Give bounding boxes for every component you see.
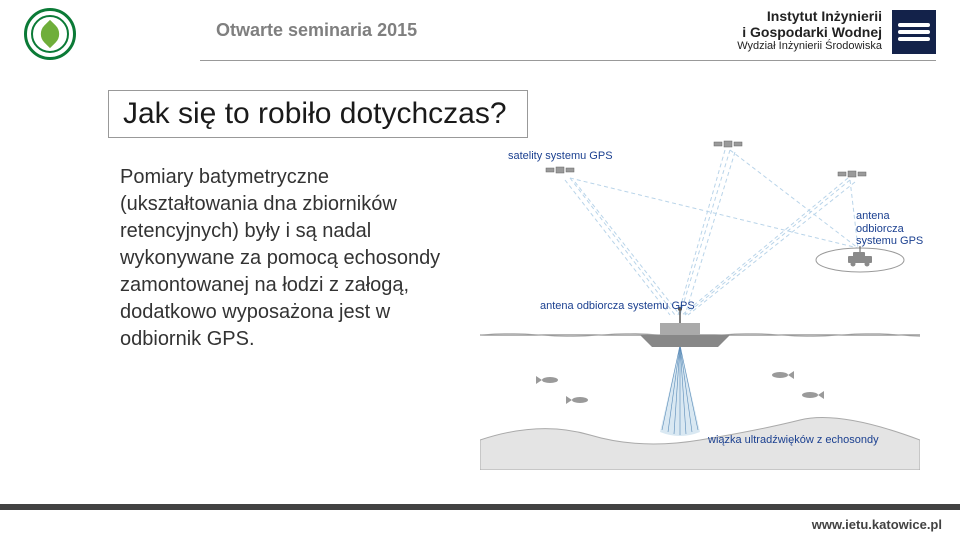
label-antenna-land: antena odbiorcza systemu GPS <box>856 210 926 248</box>
logo-leaf-icon <box>24 8 76 60</box>
footer-url: www.ietu.katowice.pl <box>812 517 942 532</box>
institute-line3: Wydział Inżynierii Środowiska <box>737 40 882 52</box>
institute-line2: i Gospodarki Wodnej <box>737 24 882 40</box>
label-antenna-boat: antena odbiorcza systemu GPS <box>540 300 695 313</box>
institute-line1: Instytut Inżynierii <box>737 8 882 24</box>
header-divider <box>200 60 936 61</box>
footer-line <box>0 504 960 510</box>
seminar-title: Otwarte seminaria 2015 <box>216 20 737 41</box>
slide-body-text: Pomiary batymetryczne (ukształtowania dn… <box>120 164 460 353</box>
institute-block: Instytut Inżynierii i Gospodarki Wodnej … <box>737 8 936 54</box>
label-satellites: satelity systemu GPS <box>508 150 613 163</box>
waves-logo-icon <box>892 10 936 54</box>
label-beam: wiązka ultradźwięków z echosondy <box>708 434 879 447</box>
slide-title-box: Jak się to robiło dotychczas? <box>108 90 528 138</box>
slide-title: Jak się to robiło dotychczas? <box>123 97 507 131</box>
slide-header: Otwarte seminaria 2015 Instytut Inżynier… <box>0 0 960 72</box>
bathymetry-diagram: satelity systemu GPS antena odbiorcza sy… <box>480 140 920 470</box>
